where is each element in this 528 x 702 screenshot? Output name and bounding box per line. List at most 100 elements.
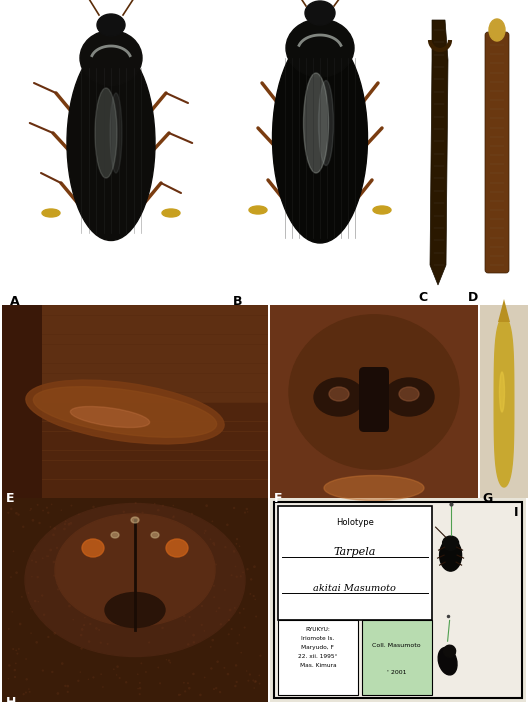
Point [231,680,240,691]
Point [247,574,256,585]
Bar [2,489,268,498]
Point [114,661,122,673]
Point [200,625,209,637]
Point [40,609,49,621]
Point [33,571,42,583]
Point [210,538,218,549]
Point [228,623,236,635]
Point [210,592,219,603]
Point [160,555,168,566]
Point [200,527,209,538]
Point [190,637,198,648]
Point [4,673,13,684]
Point [137,525,145,536]
Ellipse shape [249,206,267,214]
Point [28,555,36,566]
Point [102,584,110,595]
Point [165,655,173,666]
Point [251,594,259,605]
Point [230,503,238,514]
Point [198,600,206,611]
Point [241,507,249,518]
Point [39,552,47,564]
Point [78,624,87,635]
Point [133,531,142,542]
Point [61,519,69,530]
Point [95,624,103,635]
Point [154,505,163,516]
Point [32,557,40,568]
Point [158,559,166,570]
Point [137,658,146,669]
Point [10,545,18,557]
Point [148,618,157,629]
Point [131,507,139,518]
Point [156,677,164,689]
Point [159,500,167,511]
Point [85,636,93,647]
Text: Holotype: Holotype [336,517,374,526]
Point [24,588,33,599]
Bar [362,620,431,695]
Point [83,593,92,604]
Ellipse shape [499,372,504,412]
Point [136,682,144,694]
Point [250,561,259,572]
Bar [2,498,268,702]
Text: RYUKYU:: RYUKYU: [306,626,331,632]
Point [60,543,68,555]
Point [48,498,56,510]
Point [145,613,154,624]
Point [237,647,246,658]
Point [44,507,52,518]
Point [84,674,92,685]
Point [165,547,173,558]
Text: E: E [6,492,14,505]
Point [129,511,138,522]
Point [65,519,73,530]
Point [19,521,27,532]
Ellipse shape [289,314,459,469]
Text: 22. xii. 1995°: 22. xii. 1995° [298,654,338,658]
Bar [2,393,268,402]
Ellipse shape [162,209,180,217]
Point [38,590,46,601]
Point [99,682,107,693]
Point [206,642,215,653]
Point [154,610,163,621]
Bar [2,480,268,489]
Point [141,545,149,557]
Point [143,572,152,583]
FancyBboxPatch shape [359,367,389,432]
Point [78,590,87,602]
Point [215,602,223,614]
Point [165,565,173,576]
Point [167,556,176,567]
Point [196,689,205,701]
Point [103,638,112,649]
Point [216,687,224,698]
Point [61,680,70,691]
Point [92,623,101,634]
Point [61,516,70,527]
Point [12,567,21,578]
Point [190,630,198,641]
Text: Tarpela: Tarpela [334,547,376,557]
Point [230,545,238,557]
Point [158,623,167,634]
Point [116,673,124,684]
Ellipse shape [42,209,60,217]
Point [192,577,201,588]
Point [90,569,99,581]
Bar [2,325,268,334]
Point [235,541,244,552]
Text: akitai Masumoto: akitai Masumoto [313,584,396,593]
Point [171,576,180,588]
Ellipse shape [329,387,349,401]
Polygon shape [498,299,510,322]
Ellipse shape [33,387,216,437]
Point [231,602,239,614]
Point [128,515,137,526]
Point [112,608,121,619]
Polygon shape [494,317,514,487]
